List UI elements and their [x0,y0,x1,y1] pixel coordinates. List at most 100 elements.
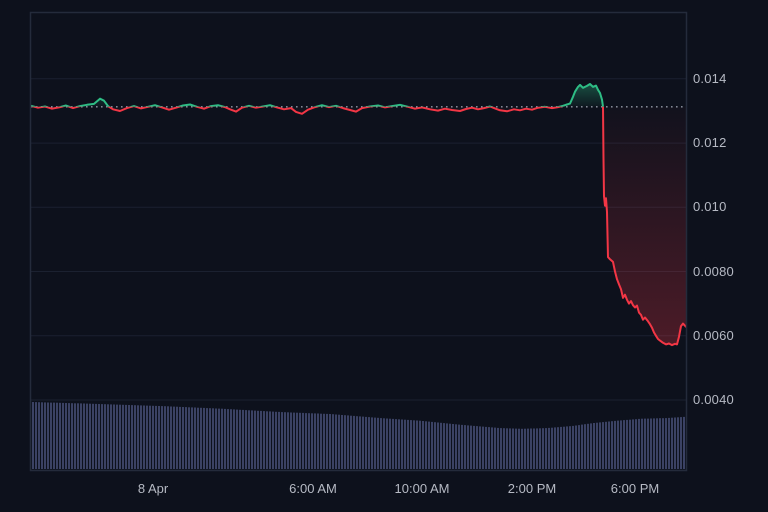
volume-bar [212,408,214,469]
volume-bar [482,426,484,469]
volume-bar [221,408,223,469]
volume-bar [422,421,424,469]
volume-bar [518,428,520,469]
volume-bar [242,409,244,469]
volume-bar [95,403,97,469]
volume-bar [188,407,190,469]
volume-bar [563,426,565,469]
volume-bar [641,418,643,469]
volume-bar [125,404,127,469]
volume-bar [122,404,124,469]
volume-bar [605,421,607,469]
price-axis-label: 0.014 [693,71,727,86]
volume-bar [497,427,499,469]
volume-bar [263,411,265,469]
volume-bar [476,426,478,469]
volume-bar [344,415,346,469]
volume-bar [380,418,382,469]
volume-bar [236,409,238,469]
volume-bar [110,404,112,469]
volume-bar [404,419,406,469]
volume-bar [332,414,334,469]
volume-bar [530,428,532,469]
volume-bar [377,417,379,469]
volume-bar [62,402,64,469]
volume-bar [203,407,205,469]
volume-bar [602,422,604,469]
time-axis-label: 6:00 PM [610,481,660,496]
volume-bar [590,423,592,469]
volume-bar [311,413,313,469]
area-fill-below-baseline [31,106,686,346]
volume-bar [338,414,340,469]
volume-bar [251,410,253,469]
volume-bar [302,412,304,469]
volume-bar [488,427,490,469]
volume-bar [326,413,328,469]
volume-bar [626,419,628,469]
volume-bar [350,415,352,469]
volume-bar [638,418,640,469]
volume-bar [290,412,292,469]
volume-bar [542,428,544,469]
volume-bar [56,402,58,469]
volume-bar [149,405,151,469]
volume-bar [587,423,589,469]
volume-bar [92,403,94,469]
volume-bar [449,423,451,469]
volume-bar [158,406,160,469]
volume-bar [281,412,283,469]
volume-bar [551,427,553,469]
volume-bar [650,418,652,469]
volume-bar [434,422,436,469]
volume-bar [485,426,487,469]
volume-bar [116,404,118,469]
volume-bar [362,416,364,469]
volume-bar [227,409,229,469]
volume-bar [38,402,40,469]
volume-bar [617,420,619,469]
volume-bar [260,410,262,469]
volume-bar [473,425,475,469]
volume-bar [353,415,355,469]
volume-bar [323,413,325,469]
volume-bar [50,402,52,469]
volume-bar [593,423,595,469]
price-line-above-baseline [31,83,604,107]
volume-bar [182,407,184,469]
volume-bar [356,416,358,469]
volume-bar [428,421,430,469]
volume-bar [623,420,625,469]
volume-bar [545,428,547,469]
volume-bar [374,417,376,469]
volume-bar [440,422,442,469]
volume-bar [194,407,196,469]
volume-bar [131,405,133,469]
volume-bar [596,422,598,469]
volume-bar [278,411,280,469]
volume-bar [308,413,310,469]
price-axis-label: 0.0060 [693,328,734,343]
volume-bar [299,412,301,469]
volume-bar [155,405,157,469]
price-line-below-baseline [31,106,686,347]
price-axis-label: 0.012 [693,135,727,150]
volume-bar [515,428,517,469]
volume-bar [269,411,271,469]
volume-bar [104,404,106,469]
price-axis-label: 0.010 [693,199,727,214]
volume-bar [584,424,586,469]
volume-bar [32,402,34,469]
volume-bar [266,411,268,469]
volume-bar [383,418,385,469]
volume-bar [365,416,367,469]
volume-bar [647,418,649,469]
volume-bar [218,408,220,469]
volume-bars [32,402,685,469]
volume-bar [197,407,199,469]
volume-bar [80,403,82,469]
volume-bar [431,421,433,469]
volume-bar [200,407,202,469]
volume-bar [134,405,136,469]
